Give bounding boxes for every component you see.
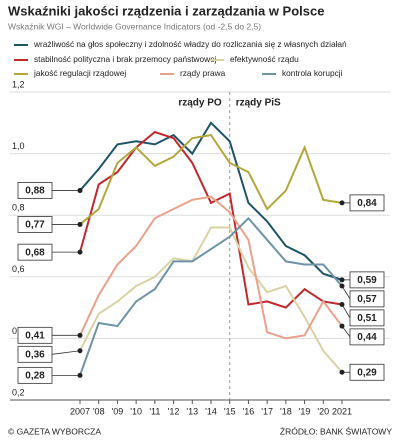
value-label-box (349, 328, 385, 346)
y-tick-label: 1,2 (12, 79, 25, 89)
point (77, 372, 83, 378)
point (77, 332, 83, 338)
value-label-box (349, 309, 385, 327)
x-tick-label: '10 (130, 406, 142, 416)
series-line (79, 121, 343, 281)
series-line (79, 226, 343, 373)
x-tick-label: 2007 (70, 406, 90, 416)
value-label-box (17, 216, 53, 233)
value-label-box (349, 194, 385, 212)
x-tick-label: '09 (112, 406, 124, 416)
value-label: 0,57 (357, 294, 377, 305)
value-label: 0,77 (25, 220, 45, 231)
x-tick-label: '13 (186, 406, 198, 416)
y-tick-label: 0,8 (12, 203, 25, 213)
x-tick-label: '08 (93, 406, 105, 416)
series-line (79, 134, 343, 226)
point (339, 302, 345, 308)
point (339, 323, 345, 329)
value-label: 0,41 (25, 330, 45, 341)
point (77, 249, 83, 255)
x-tick-label: '18 (280, 406, 292, 416)
value-label-box (349, 271, 385, 289)
value-label: 0,59 (357, 275, 377, 286)
value-label: 0,84 (357, 198, 377, 209)
legend-label: rządy prawa (180, 68, 226, 78)
value-label: 0,68 (25, 247, 45, 258)
x-tick-label: '12 (168, 406, 180, 416)
point (339, 369, 345, 375)
series-line (79, 216, 343, 376)
x-tick-label: '20 (317, 406, 329, 416)
label-connector (51, 350, 81, 355)
value-label-box (349, 363, 385, 381)
legend-label: efektywność rządu (230, 54, 299, 64)
legend-label: stabilność polityczna i brak przemocy pa… (34, 54, 217, 64)
point (77, 221, 83, 227)
annotation: rządy PO (178, 98, 222, 109)
x-tick-label: '15 (224, 406, 236, 416)
y-tick-label: 0,6 (12, 264, 25, 274)
legend-label: jakość regulacji rządowej (33, 68, 126, 78)
footer-right: ŹRÓDŁO: BANK ŚWIATOWY (280, 425, 392, 436)
label-connector (341, 285, 351, 300)
x-tick-label: '14 (205, 406, 217, 416)
point (339, 283, 345, 289)
x-tick-label: '11 (149, 406, 160, 416)
x-tick-label: 2021 (332, 406, 352, 416)
legend-label: kontrola korupcji (282, 68, 343, 78)
x-tick-label: '19 (299, 406, 311, 416)
value-label: 0,51 (357, 313, 377, 324)
annotation: rządy PiS (236, 98, 281, 109)
value-label-box (17, 366, 53, 384)
value-label: 0,44 (357, 332, 377, 343)
value-label: 0,28 (25, 371, 45, 382)
y-tick-label: 0,2 (12, 387, 25, 397)
footer-left: © GAZETA WYBORCZA (8, 426, 101, 436)
value-label-box (17, 243, 53, 261)
point (339, 200, 345, 206)
y-tick-label: 1,0 (12, 141, 25, 151)
x-tick-label: '16 (243, 406, 255, 416)
value-label-box (17, 326, 53, 344)
point (77, 188, 83, 194)
value-label-box (17, 345, 53, 363)
value-label-box (17, 182, 53, 199)
value-label: 0,29 (357, 367, 377, 378)
series-line (79, 130, 343, 309)
chart-title: Wskaźniki jakości rządzenia i zarządzani… (8, 3, 324, 18)
chart-subtitle: Wskaźnik WGI – Worldwide Governance Indi… (8, 21, 261, 31)
legend-label: wrażliwość na głos społeczny i zdolność … (33, 39, 347, 49)
value-label-box (349, 290, 385, 308)
value-label: 0,88 (25, 186, 45, 197)
value-label: 0,36 (25, 349, 45, 360)
label-connector (341, 304, 351, 319)
x-tick-label: '17 (261, 406, 273, 416)
point (77, 348, 83, 354)
series-line (79, 195, 343, 340)
point (339, 277, 345, 283)
